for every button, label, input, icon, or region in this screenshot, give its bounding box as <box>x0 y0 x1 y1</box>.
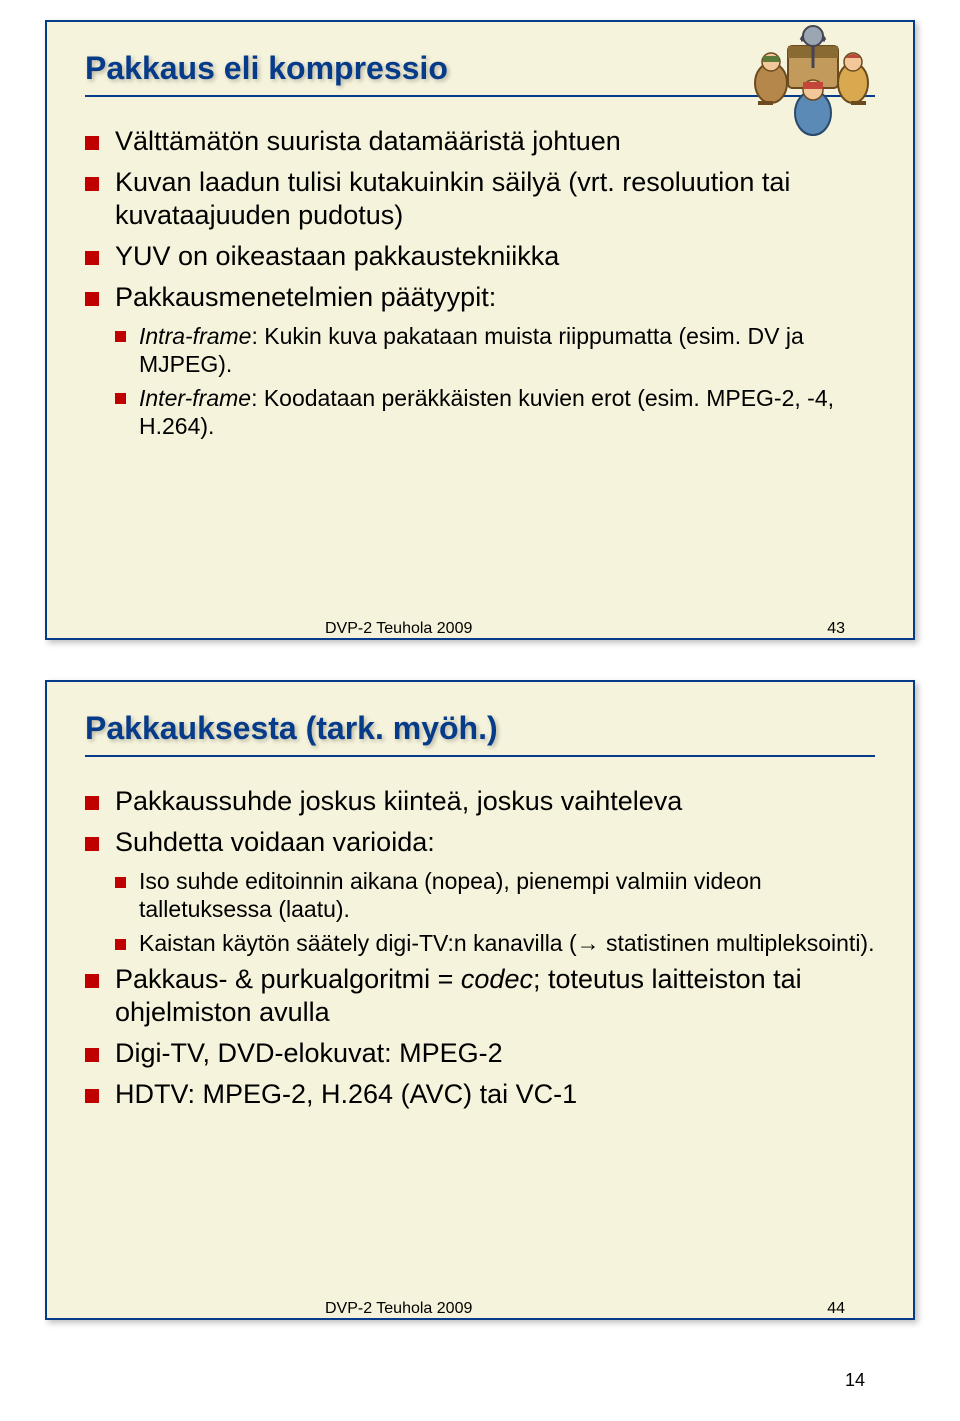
list-item: Pakkaus- & purkualgoritmi = codec; toteu… <box>85 963 875 1029</box>
list-item: Suhdetta voidaan varioida: <box>85 826 875 859</box>
item-text: Kaistan käytön säätely digi-TV:n kanavil… <box>139 930 874 956</box>
slide-title: Pakkauksesta (tark. myöh.) <box>85 710 875 757</box>
item-prefix: Inter-frame <box>139 385 251 411</box>
item-pre: Pakkaus- & purkualgoritmi = <box>115 964 461 994</box>
bullet-list: Pakkaussuhde joskus kiinteä, joskus vaih… <box>85 785 875 1111</box>
sub-list-item: Intra-frame: Kukin kuva pakataan muista … <box>115 322 875 378</box>
list-item: Digi-TV, DVD-elokuvat: MPEG-2 <box>85 1037 875 1070</box>
item-text: Pakkaussuhde joskus kiinteä, joskus vaih… <box>115 786 682 816</box>
footer-left: DVP-2 Teuhola 2009 <box>325 1300 472 1318</box>
list-item: Välttämätön suurista datamääristä johtue… <box>85 125 875 158</box>
item-text: Iso suhde editoinnin aikana (nopea), pie… <box>139 868 762 922</box>
list-item: YUV on oikeastaan pakkaustekniikka <box>85 240 875 273</box>
item-prefix: Intra-frame <box>139 323 251 349</box>
item-text: Välttämätön suurista datamääristä johtue… <box>115 126 621 156</box>
list-item: Pakkaussuhde joskus kiinteä, joskus vaih… <box>85 785 875 818</box>
list-item: Kuvan laadun tulisi kutakuinkin säilyä (… <box>85 166 875 232</box>
corner-illustration <box>713 18 883 138</box>
item-text: HDTV: MPEG-2, H.264 (AVC) tai VC-1 <box>115 1079 577 1109</box>
document-page-number: 14 <box>45 1360 915 1391</box>
footer-left: DVP-2 Teuhola 2009 <box>325 620 472 638</box>
footer-page: 43 <box>827 620 845 638</box>
footer-page: 44 <box>827 1300 845 1318</box>
item-text: Suhdetta voidaan varioida: <box>115 827 435 857</box>
item-text: Digi-TV, DVD-elokuvat: MPEG-2 <box>115 1038 503 1068</box>
bullet-list: Välttämätön suurista datamääristä johtue… <box>85 125 875 440</box>
slide-2: Pakkauksesta (tark. myöh.) Pakkaussuhde … <box>45 680 915 1320</box>
sub-list-item: Inter-frame: Koodataan peräkkäisten kuvi… <box>115 384 875 440</box>
document-page: Pakkaus eli kompressio Välttämätön suuri… <box>0 0 960 1421</box>
sub-list-item: Kaistan käytön säätely digi-TV:n kanavil… <box>115 929 875 957</box>
item-codec: codec <box>461 964 533 994</box>
slide-1: Pakkaus eli kompressio Välttämätön suuri… <box>45 20 915 640</box>
item-text: Kuvan laadun tulisi kutakuinkin säilyä (… <box>115 167 790 230</box>
sub-list-item: Iso suhde editoinnin aikana (nopea), pie… <box>115 867 875 923</box>
list-item: HDTV: MPEG-2, H.264 (AVC) tai VC-1 <box>85 1078 875 1111</box>
item-text: Pakkausmenetelmien päätyypit: <box>115 282 496 312</box>
list-item: Pakkausmenetelmien päätyypit: <box>85 281 875 314</box>
item-text: YUV on oikeastaan pakkaustekniikka <box>115 241 559 271</box>
